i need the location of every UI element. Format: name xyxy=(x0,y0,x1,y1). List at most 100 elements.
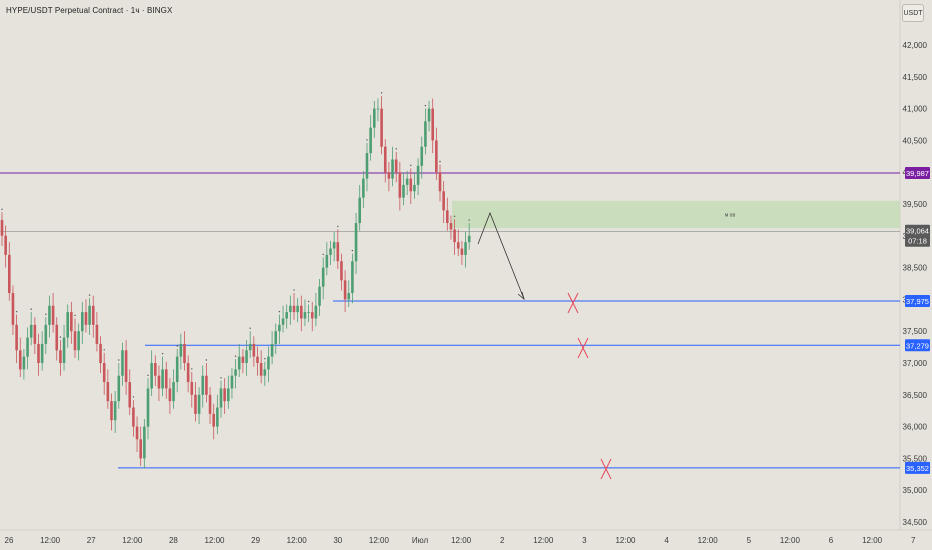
candle-body[interactable] xyxy=(259,363,263,376)
candle-body[interactable] xyxy=(405,178,409,185)
candle-body[interactable] xyxy=(321,267,325,287)
candle-body[interactable] xyxy=(424,121,427,147)
candle-body[interactable] xyxy=(267,356,270,370)
candle-body[interactable] xyxy=(354,223,358,262)
candle-body[interactable] xyxy=(132,407,135,427)
candle-body[interactable] xyxy=(387,172,391,179)
candle-body[interactable] xyxy=(234,369,237,376)
price-axis-panel[interactable] xyxy=(900,0,932,550)
candle-body[interactable] xyxy=(77,331,80,351)
candle-body[interactable] xyxy=(62,337,66,363)
candle-body[interactable] xyxy=(88,305,91,325)
candle-body[interactable] xyxy=(281,318,285,325)
candle-body[interactable] xyxy=(219,388,223,408)
candle-body[interactable] xyxy=(332,242,336,249)
candle-body[interactable] xyxy=(84,312,88,325)
candle-body[interactable] xyxy=(365,153,369,179)
candle-body[interactable] xyxy=(55,324,59,351)
candle-body[interactable] xyxy=(362,178,365,198)
price-badge-support-1[interactable] xyxy=(905,294,930,307)
candle-body[interactable] xyxy=(113,401,117,421)
current-price-badge[interactable] xyxy=(905,224,930,247)
candle-body[interactable] xyxy=(237,356,241,370)
candle-body[interactable] xyxy=(150,363,153,389)
candle-body[interactable] xyxy=(179,343,183,357)
candle-body[interactable] xyxy=(40,343,44,363)
candle-body[interactable] xyxy=(252,343,256,357)
candle-body[interactable] xyxy=(351,261,354,294)
candle-body[interactable] xyxy=(241,356,245,363)
candle-body[interactable] xyxy=(81,312,84,332)
candle-body[interactable] xyxy=(22,356,26,370)
candle-body[interactable] xyxy=(48,305,51,325)
candle-body[interactable] xyxy=(227,388,230,402)
candle-body[interactable] xyxy=(383,146,387,173)
candle-body[interactable] xyxy=(394,159,398,173)
candle-body[interactable] xyxy=(343,280,347,300)
candle-body[interactable] xyxy=(161,369,164,389)
candle-body[interactable] xyxy=(453,229,456,243)
candle-body[interactable] xyxy=(216,407,219,427)
candle-body[interactable] xyxy=(99,343,102,363)
candle-body[interactable] xyxy=(135,426,139,440)
candle-body[interactable] xyxy=(464,242,467,255)
candle-body[interactable] xyxy=(442,191,445,211)
candle-body[interactable] xyxy=(380,108,383,147)
candle-body[interactable] xyxy=(369,127,372,154)
candle-body[interactable] xyxy=(106,382,110,402)
candle-body[interactable] xyxy=(121,350,124,376)
candle-body[interactable] xyxy=(409,178,413,192)
candle-body[interactable] xyxy=(18,350,22,370)
candle-body[interactable] xyxy=(292,305,296,313)
candle-body[interactable] xyxy=(318,286,321,306)
candle-body[interactable] xyxy=(398,172,402,198)
candle-body[interactable] xyxy=(212,413,215,427)
candle-body[interactable] xyxy=(143,426,146,459)
candle-body[interactable] xyxy=(164,369,168,389)
candle-body[interactable] xyxy=(29,324,33,338)
candle-body[interactable] xyxy=(314,305,318,319)
candle-body[interactable] xyxy=(223,388,226,402)
candle-body[interactable] xyxy=(270,343,274,357)
price-badge-support-2[interactable] xyxy=(905,339,930,352)
price-badge-support-3[interactable] xyxy=(905,461,930,474)
candle-body[interactable] xyxy=(467,235,471,243)
candle-body[interactable] xyxy=(307,312,310,313)
candle-body[interactable] xyxy=(427,108,431,122)
candle-body[interactable] xyxy=(420,146,424,166)
candle-body[interactable] xyxy=(172,382,175,402)
candle-body[interactable] xyxy=(73,331,77,351)
candle-body[interactable] xyxy=(44,324,48,344)
candle-body[interactable] xyxy=(296,305,299,313)
candle-body[interactable] xyxy=(263,369,267,376)
candle-body[interactable] xyxy=(329,248,332,255)
candle-body[interactable] xyxy=(194,394,197,414)
candle-body[interactable] xyxy=(289,305,292,313)
candle-body[interactable] xyxy=(285,312,288,319)
candle-body[interactable] xyxy=(248,343,252,351)
candle-body[interactable] xyxy=(201,375,205,395)
currency-badge[interactable]: USDT xyxy=(902,4,924,22)
candle-body[interactable] xyxy=(102,363,106,383)
candle-body[interactable] xyxy=(446,210,449,224)
supply-zone-rect[interactable] xyxy=(452,200,900,229)
candle-body[interactable] xyxy=(51,305,55,325)
candle-body[interactable] xyxy=(325,254,329,268)
candle-body[interactable] xyxy=(26,337,29,357)
candle-body[interactable] xyxy=(95,324,99,344)
candle-body[interactable] xyxy=(117,375,121,402)
candle-body[interactable] xyxy=(376,108,380,110)
candle-body[interactable] xyxy=(15,324,18,351)
price-badge-resistance-purple[interactable] xyxy=(905,167,930,180)
candle-body[interactable] xyxy=(4,235,7,255)
candle-body[interactable] xyxy=(190,382,194,395)
candle-body[interactable] xyxy=(402,184,405,198)
candle-body[interactable] xyxy=(128,382,132,408)
candle-body[interactable] xyxy=(70,312,73,332)
candle-body[interactable] xyxy=(449,223,453,230)
candle-body[interactable] xyxy=(183,343,186,363)
candle-body[interactable] xyxy=(460,248,464,255)
candle-body[interactable] xyxy=(438,172,442,192)
